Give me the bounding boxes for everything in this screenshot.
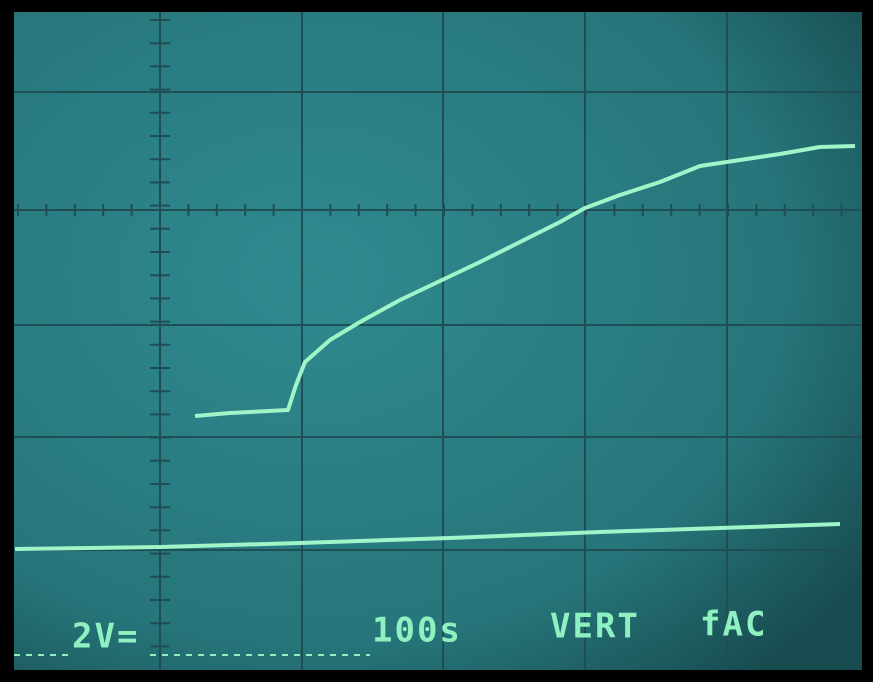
coupling: fAC — [700, 605, 767, 645]
page: 2V= 100s VERT fAC (() => { const data = … — [0, 0, 873, 682]
oscilloscope-photo: 2V= 100s VERT fAC — [0, 0, 873, 682]
channel-scale: 2V= — [72, 617, 139, 657]
screen — [14, 12, 862, 670]
timebase: 100s — [372, 611, 462, 651]
vertical-mode: VERT — [550, 607, 640, 647]
